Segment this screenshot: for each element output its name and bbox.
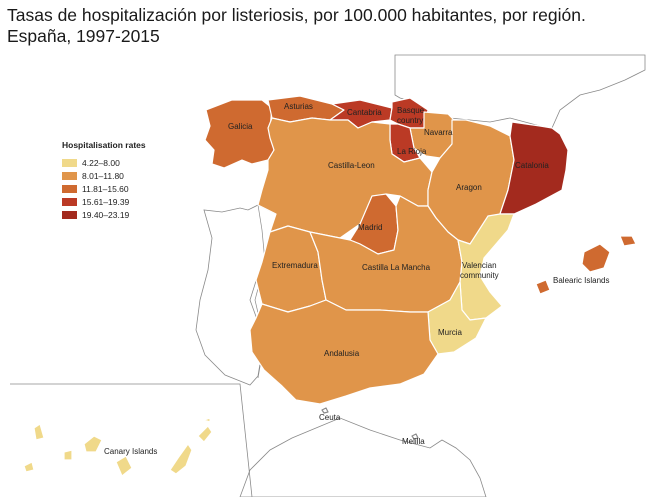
legend-label: 4.22–8.00: [82, 157, 120, 168]
map-title: Tasas de hospitalización por listeriosis…: [7, 5, 647, 47]
label-ceuta: Ceuta: [319, 413, 341, 422]
region-canary-gran-canaria: [115, 455, 133, 477]
region-canary-hierro: [23, 461, 35, 473]
legend-item: 8.01–11.80: [62, 169, 146, 182]
label-asturias: Asturias: [284, 102, 313, 111]
label-valencian-community-line-1: Valencian: [462, 261, 497, 270]
morocco-land: [239, 417, 487, 497]
legend-swatch: [62, 158, 77, 167]
label-valencian-community-line-2: community: [460, 271, 499, 280]
region-ceuta: [321, 407, 329, 414]
region-galicia: [204, 99, 275, 169]
legend-swatch: [62, 210, 77, 219]
region-canary-tenerife: [83, 435, 103, 453]
legend-label: 11.81–15.60: [82, 183, 129, 194]
region-canary-lanzarote: [197, 425, 213, 443]
region-andalusia: [249, 299, 439, 405]
label-navarra: Navarra: [424, 128, 453, 137]
region-labels: Galicia Asturias Cantabria Basque countr…: [104, 102, 609, 456]
legend-label: 8.01–11.80: [82, 170, 124, 181]
legend-title: Hospitalisation rates: [62, 140, 146, 150]
region-melilla: [411, 433, 419, 440]
map-legend: Hospitalisation rates 4.22–8.00 8.01–11.…: [62, 140, 146, 221]
region-canary-fuerteventura: [169, 443, 193, 475]
regions-layer: [23, 95, 637, 477]
label-aragon: Aragon: [456, 183, 482, 192]
label-cantabria: Cantabria: [347, 108, 382, 117]
label-canary-islands: Canary Islands: [104, 447, 157, 456]
label-basque-country-line-2: country: [397, 116, 423, 125]
region-canary-la-palma: [33, 423, 45, 441]
map-title-line-2: España, 1997-2015: [7, 26, 160, 46]
label-madrid: Madrid: [358, 223, 382, 232]
label-basque-country-line-1: Basque: [397, 106, 425, 115]
label-castilla-leon: Castilla-Leon: [328, 161, 375, 170]
label-andalusia: Andalusia: [324, 349, 360, 358]
region-balearic-menorca: [619, 235, 637, 247]
canary-inset-frame: [10, 383, 253, 497]
label-la-rioja: La Rioja: [397, 147, 427, 156]
region-valencian-community: [457, 213, 515, 321]
label-catalonia: Catalonia: [515, 161, 549, 170]
label-castilla-la-mancha: Castilla La Mancha: [362, 263, 431, 272]
region-balearic-ibiza: [535, 279, 551, 295]
legend-item: 4.22–8.00: [62, 156, 146, 169]
legend-swatch: [62, 171, 77, 180]
legend-swatch: [62, 197, 77, 206]
legend-label: 19.40–23.19: [82, 209, 130, 220]
label-melilla: Melilla: [402, 437, 425, 446]
label-balearic-islands: Balearic Islands: [553, 276, 609, 285]
map-title-line-1: Tasas de hospitalización por listeriosis…: [7, 5, 586, 25]
region-canary-gomera: [63, 449, 73, 461]
region-canary-graciosa: [203, 417, 211, 423]
legend-label: 15.61–19.39: [82, 196, 130, 207]
label-murcia: Murcia: [438, 328, 463, 337]
legend-item: 15.61–19.39: [62, 195, 146, 208]
legend-swatch: [62, 184, 77, 193]
region-catalonia: [499, 121, 569, 215]
label-extremadura: Extremadura: [272, 261, 318, 270]
label-galicia: Galicia: [228, 122, 253, 131]
region-balearic-mallorca: [581, 243, 611, 273]
spain-map: Galicia Asturias Cantabria Basque countr…: [10, 54, 646, 497]
legend-item: 19.40–23.19: [62, 208, 146, 221]
legend-item: 11.81–15.60: [62, 182, 146, 195]
region-navarra: [409, 111, 459, 159]
